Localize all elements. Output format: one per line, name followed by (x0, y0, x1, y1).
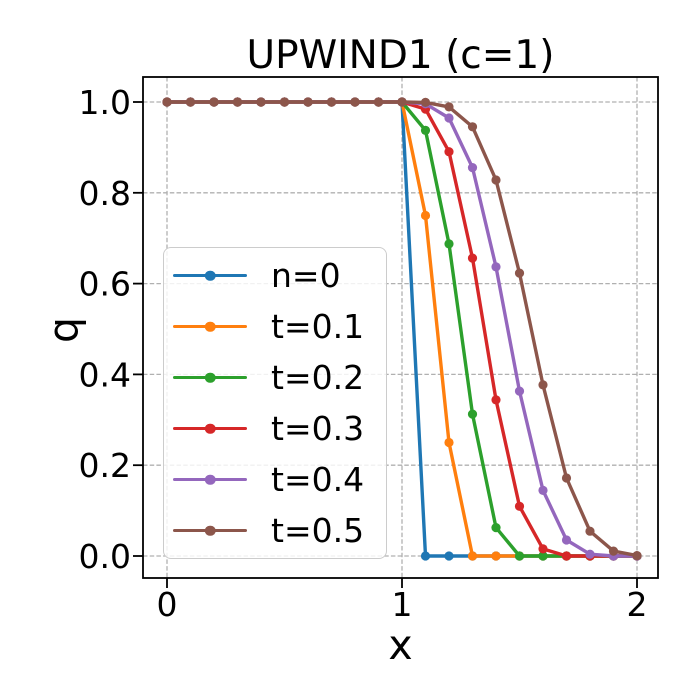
y-tick-label: 0.2 (79, 446, 131, 485)
y-tick-label: 1.0 (79, 83, 131, 122)
series-marker-t=0.5 (608, 546, 619, 556)
series-marker-t=0.5 (162, 97, 172, 107)
series-marker-t=0.2 (514, 551, 525, 561)
series-marker-t=0.5 (397, 97, 407, 107)
series-marker-t=0.2 (467, 409, 478, 419)
series-marker-t=0.5 (326, 97, 337, 107)
legend-label: t=0.5 (271, 510, 365, 550)
series-marker-t=0.5 (232, 97, 243, 107)
series-marker-t=0.3 (538, 544, 548, 554)
legend-item: t=0.1 (173, 301, 386, 352)
series-marker-t=0.5 (350, 97, 360, 107)
legend-label: t=0.4 (271, 459, 365, 499)
y-tick-label: 0.4 (79, 355, 131, 394)
legend-line-marker-icon (173, 371, 247, 385)
series-marker-t=0.5 (632, 551, 642, 561)
series-marker-t=0.5 (303, 97, 313, 107)
series-marker-t=0.5 (585, 526, 595, 536)
series-marker-t=0.4 (561, 535, 572, 545)
series-marker-t=0.1 (491, 551, 501, 561)
axes-frame (142, 76, 659, 579)
legend-item: t=0.2 (173, 352, 386, 403)
legend-label: t=0.2 (271, 357, 365, 397)
chart-title: UPWIND1 (c=1) (246, 33, 555, 78)
y-tick-label: 0.6 (79, 265, 131, 304)
series-marker-t=0.5 (256, 97, 266, 107)
series-marker-n=0 (444, 551, 454, 561)
series-marker-t=0.3 (444, 147, 454, 157)
y-tick-label: 0.8 (79, 174, 131, 213)
series-marker-t=0.2 (538, 551, 548, 561)
series-marker-t=0.1 (420, 210, 431, 221)
legend-item: t=0.3 (173, 403, 386, 454)
series-marker-t=0.5 (279, 97, 290, 107)
series-marker-t=0.5 (444, 102, 454, 112)
series-marker-t=0.5 (209, 97, 219, 107)
series-marker-t=0.2 (420, 125, 431, 135)
x-tick-label: 0 (157, 585, 178, 624)
series-marker-t=0.1 (467, 551, 478, 561)
series-marker-t=0.5 (561, 473, 572, 483)
series-marker-t=0.5 (420, 97, 431, 107)
series-marker-t=0.5 (538, 380, 548, 390)
legend-item: t=0.5 (173, 505, 386, 556)
series-marker-t=0.5 (514, 268, 525, 278)
legend-line-marker-icon (173, 320, 247, 334)
legend-label: t=0.1 (271, 306, 365, 346)
series-marker-t=0.2 (491, 523, 501, 533)
series-marker-n=0 (420, 551, 431, 561)
legend-line-marker-icon (173, 473, 247, 487)
legend-item: t=0.4 (173, 454, 386, 505)
series-marker-t=0.4 (491, 262, 501, 272)
series-marker-t=0.4 (467, 163, 478, 173)
series-marker-t=0.5 (185, 97, 196, 107)
legend: n=0 t=0.1 t=0.2 t=0.3 t=0.4 t=0.5 (163, 247, 387, 559)
series-marker-t=0.4 (514, 386, 525, 396)
series-marker-t=0.4 (538, 485, 548, 495)
legend-line-marker-icon (173, 269, 247, 283)
legend-line-marker-icon (173, 422, 247, 436)
series-marker-t=0.2 (444, 239, 454, 249)
series-marker-t=0.5 (467, 122, 478, 132)
y-axis-label: q (39, 316, 88, 344)
legend-item: n=0 (173, 250, 386, 301)
series-marker-t=0.3 (514, 501, 525, 511)
series-marker-t=0.4 (585, 549, 595, 559)
series-marker-t=0.1 (444, 437, 454, 448)
legend-label: n=0 (271, 255, 341, 295)
x-tick-label: 2 (627, 585, 648, 624)
legend-line-marker-icon (173, 524, 247, 538)
x-axis-label: x (388, 621, 413, 669)
series-marker-t=0.4 (444, 113, 454, 123)
series-marker-t=0.3 (467, 253, 478, 263)
series-marker-t=0.3 (561, 551, 572, 561)
legend-label: t=0.3 (271, 408, 365, 448)
x-tick-label: 1 (392, 585, 413, 624)
series-marker-t=0.5 (373, 97, 384, 107)
y-tick-label: 0.0 (79, 537, 131, 576)
series-marker-t=0.3 (491, 395, 501, 405)
series-marker-t=0.5 (491, 175, 501, 185)
